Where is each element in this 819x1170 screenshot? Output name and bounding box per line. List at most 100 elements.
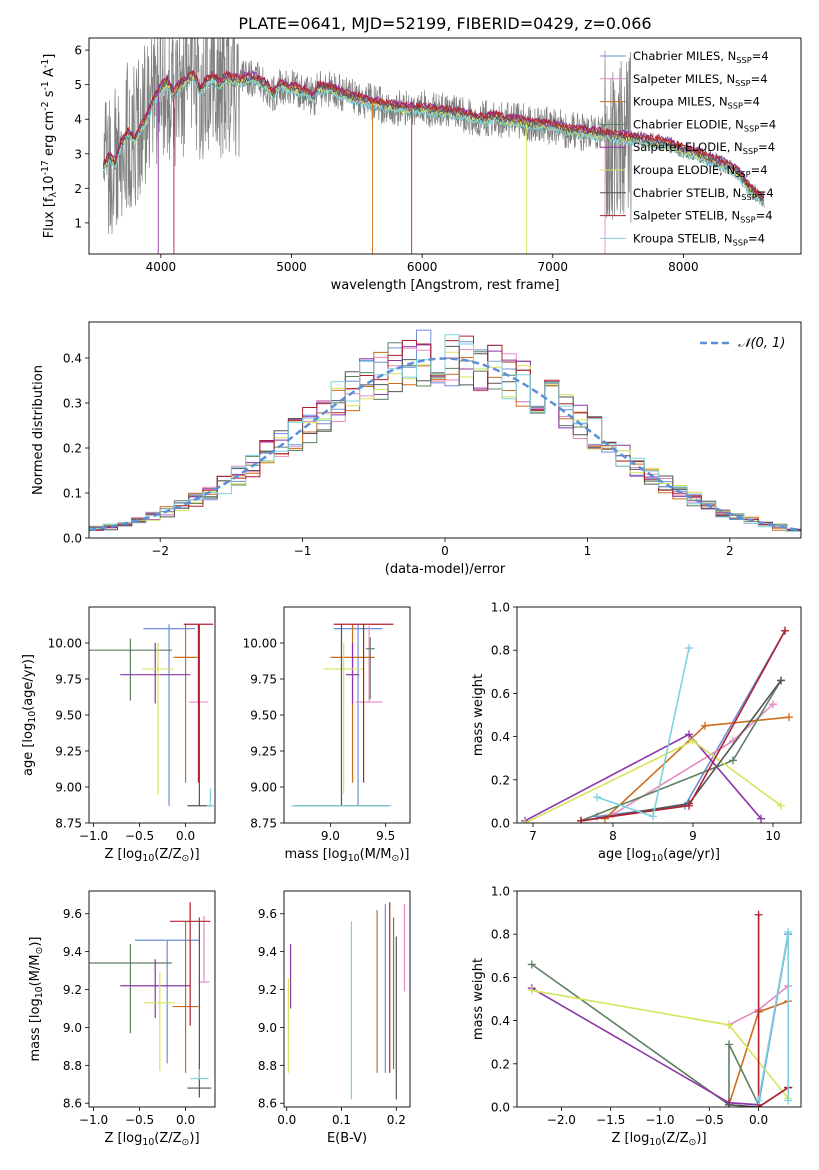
- weight-vs-age-panel-frame: [516, 606, 802, 824]
- weight-vs-Z-panel-xlabel: Z [log10(Z/Z⊙)]: [611, 1131, 706, 1148]
- age-vs-Z-panel-ytick-label: 9.75: [55, 673, 82, 687]
- residuals-panel-xtick-label: −2: [151, 544, 169, 558]
- weight-vs-age-panel-ytick-label: 0.0: [491, 817, 510, 831]
- mass-vs-Z-panel-xlabel: Z [log10(Z/Z⊙)]: [104, 1131, 199, 1148]
- residuals-legend-label: 𝒩(0, 1): [738, 336, 785, 351]
- spectrum-panel-xtick-label: 5000: [276, 260, 307, 274]
- weight-vs-age-panel-marker: [729, 756, 737, 765]
- residuals-gaussian-curve: [89, 357, 801, 532]
- spectrum-panel-ytick-label: 6: [74, 44, 82, 58]
- residuals-panel-xtick-label: −1: [294, 544, 312, 558]
- weight-vs-age-panel-series-5: [524, 733, 762, 822]
- mass-vs-EBV-panel-ytick-label: 9.2: [258, 983, 277, 997]
- age-vs-Z-panel-xtick-label: −0.5: [125, 829, 154, 843]
- residuals-panel-xtick-label: 2: [726, 544, 734, 558]
- weight-vs-Z-panel-series-6: [531, 989, 789, 1099]
- weight-vs-age-panel-marker: [521, 819, 529, 823]
- weight-vs-age-panel-ytick-label: 1.0: [491, 601, 510, 615]
- weight-vs-age-panel-marker: [577, 816, 585, 823]
- weight-vs-age-panel-ytick-label: 0.6: [491, 687, 510, 701]
- weight-vs-Z-panel-ytick-label: 0.4: [491, 1014, 510, 1028]
- residuals-panel-ytick-label: 0.2: [63, 442, 82, 456]
- mass-vs-EBV-panel-frame: [283, 890, 411, 1108]
- age-vs-Z-panel-xtick-label: 0.0: [176, 829, 195, 843]
- spectrum-legend-label: Kroupa STELIB, NSSP=4: [633, 231, 765, 247]
- spectrum-data-line: [103, 38, 765, 234]
- age-vs-Z-panel: −1.0 −0.5 0.0 8.75 9.00 9.25 9.50 9.75 10.00 Z [l…: [21, 606, 216, 864]
- residuals-panel-ytick-label: 0.3: [63, 397, 82, 411]
- mass-vs-Z-panel-ytick-label: 9.6: [63, 907, 82, 921]
- weight-vs-Z-panel-marker: [527, 986, 536, 995]
- mass-vs-EBV-panel-xtick-label: 0.0: [277, 1113, 296, 1127]
- age-vs-Z-panel-ytick-label: 8.75: [55, 817, 82, 831]
- residuals-panel-xtick-label: 0: [441, 544, 449, 558]
- spectrum-panel-ytick-label: 5: [74, 78, 82, 92]
- weight-vs-age-panel-xlabel: age [log10(age/yr)]: [598, 847, 720, 864]
- weight-vs-Z-panel-xtick-label: −1.5: [596, 1113, 625, 1127]
- weight-vs-age-panel: 7 8 9 10 0.0 0.2 0.4 0.6 0.8 1.0 age [log10(age/yr…: [471, 601, 802, 864]
- weight-vs-age-panel-ytick-label: 0.8: [491, 644, 510, 658]
- spectrum-legend: Chabrier MILES, NSSP=4 Salpeter MILES, NS…: [600, 49, 776, 247]
- weight-vs-Z-panel-marker: [527, 960, 536, 969]
- residuals-panel-plot-area: [89, 329, 801, 532]
- mass-vs-Z-panel-ylabel: mass [log10(M/M⊙)]: [28, 937, 45, 1062]
- residuals-panel-xtick-label: 1: [584, 544, 592, 558]
- residuals-histogram-2: [89, 347, 801, 530]
- age-vs-Z-panel-frame: [88, 606, 216, 824]
- age-vs-mass-panel: 9.0 9.5 8.75 9.00 9.25 9.50 9.75 10.00 mass [log…: [243, 606, 411, 864]
- weight-vs-Z-panel-frame: [516, 890, 802, 1108]
- weight-vs-Z-panel-ytick-label: 0.6: [491, 971, 510, 985]
- weight-vs-age-panel-xtick-label: 9: [689, 829, 697, 843]
- weight-vs-age-panel-marker: [593, 793, 601, 802]
- residuals-panel-frame: [88, 321, 802, 539]
- age-vs-mass-panel-xtick-label: 9.5: [376, 829, 395, 843]
- spectrum-legend-label: Kroupa ELODIE, NSSP=4: [633, 163, 768, 179]
- weight-vs-Z-panel-xtick-label: −2.0: [547, 1113, 576, 1127]
- spectrum-panel-ytick-label: 4: [74, 113, 82, 127]
- age-vs-Z-panel-ytick-label: 9.25: [55, 745, 82, 759]
- age-vs-mass-panel-ytick-label: 9.25: [250, 745, 277, 759]
- weight-vs-Z-panel-series-8: [757, 914, 789, 1107]
- weight-vs-age-panel-ytick-label: 0.4: [491, 730, 510, 744]
- spectrum-model-line-8: [102, 69, 765, 199]
- spectrum-legend-label: Salpeter ELODIE, NSSP=4: [633, 140, 775, 156]
- weight-vs-Z-panel-ytick-label: 0.8: [491, 928, 510, 942]
- mass-vs-Z-panel-ytick-label: 9.0: [63, 1021, 82, 1035]
- weight-vs-Z-panel-marker: [754, 1096, 763, 1105]
- weight-vs-Z-panel-series-9: [757, 931, 789, 1101]
- weight-vs-Z-panel: −2.0 −1.5 −1.0 −0.5 0.0 0.0 0.2 0.4 0.6 0.8 1.0 Z […: [471, 885, 802, 1148]
- spectrum-panel-ylabel: Flux [fλ10-17 erg cm-2 s-1 A-1]: [40, 54, 59, 239]
- spectrum-legend-label: Kroupa MILES, NSSP=4: [633, 95, 760, 111]
- figure-title: PLATE=0641, MJD=52199, FIBERID=0429, z=0…: [238, 14, 651, 33]
- age-vs-mass-panel-xtick-label: 9.0: [321, 829, 340, 843]
- weight-vs-age-panel-xtick-label: 8: [609, 829, 617, 843]
- age-vs-mass-panel-frame: [283, 606, 411, 824]
- weight-vs-Z-panel-marker: [725, 1040, 734, 1049]
- weight-vs-Z-panel-xtick-label: 0.0: [749, 1113, 768, 1127]
- weight-vs-age-panel-marker: [601, 814, 609, 823]
- weight-vs-Z-panel-ylabel: mass weight: [471, 958, 486, 1040]
- spectrum-panel-xtick-label: 6000: [407, 260, 438, 274]
- weight-vs-Z-panel-plot-area: [527, 910, 793, 1107]
- residuals-histogram-3: [89, 351, 801, 532]
- mass-vs-Z-panel-xtick-label: −0.5: [125, 1113, 154, 1127]
- spectrum-panel-xtick-label: 7000: [538, 260, 569, 274]
- weight-vs-age-panel-marker: [781, 626, 789, 635]
- age-vs-Z-panel-ytick-label: 9.50: [55, 709, 82, 723]
- age-vs-mass-panel-ytick-label: 10.00: [243, 637, 277, 651]
- spectrum-panel-ytick-label: 1: [74, 216, 82, 230]
- spectrum-panel-xtick-label: 4000: [146, 260, 177, 274]
- age-vs-mass-panel-ytick-label: 9.00: [250, 781, 277, 795]
- age-vs-Z-panel-ytick-label: 9.00: [55, 781, 82, 795]
- weight-vs-age-panel-ylabel: mass weight: [471, 674, 486, 756]
- weight-vs-age-panel-marker: [769, 700, 777, 709]
- spectrum-panel-xlabel: wavelength [Angstrom, rest frame]: [331, 278, 560, 293]
- age-vs-mass-panel-xlabel: mass [log10(M/M⊙)]: [285, 847, 410, 864]
- weight-vs-Z-panel-series-5: [531, 987, 759, 1106]
- mass-vs-EBV-panel-ytick-label: 9.0: [258, 1021, 277, 1035]
- weight-vs-age-panel-series-9: [596, 647, 690, 818]
- spectrum-panel-xtick-label: 8000: [668, 260, 699, 274]
- spectrum-panel-frame: [88, 37, 802, 255]
- spectrum-panel: 4000 5000 6000 7000 8000 1 2 3 4 5 6 wavelength [An…: [40, 37, 802, 293]
- spectrum-panel-ytick-label: 3: [74, 147, 82, 161]
